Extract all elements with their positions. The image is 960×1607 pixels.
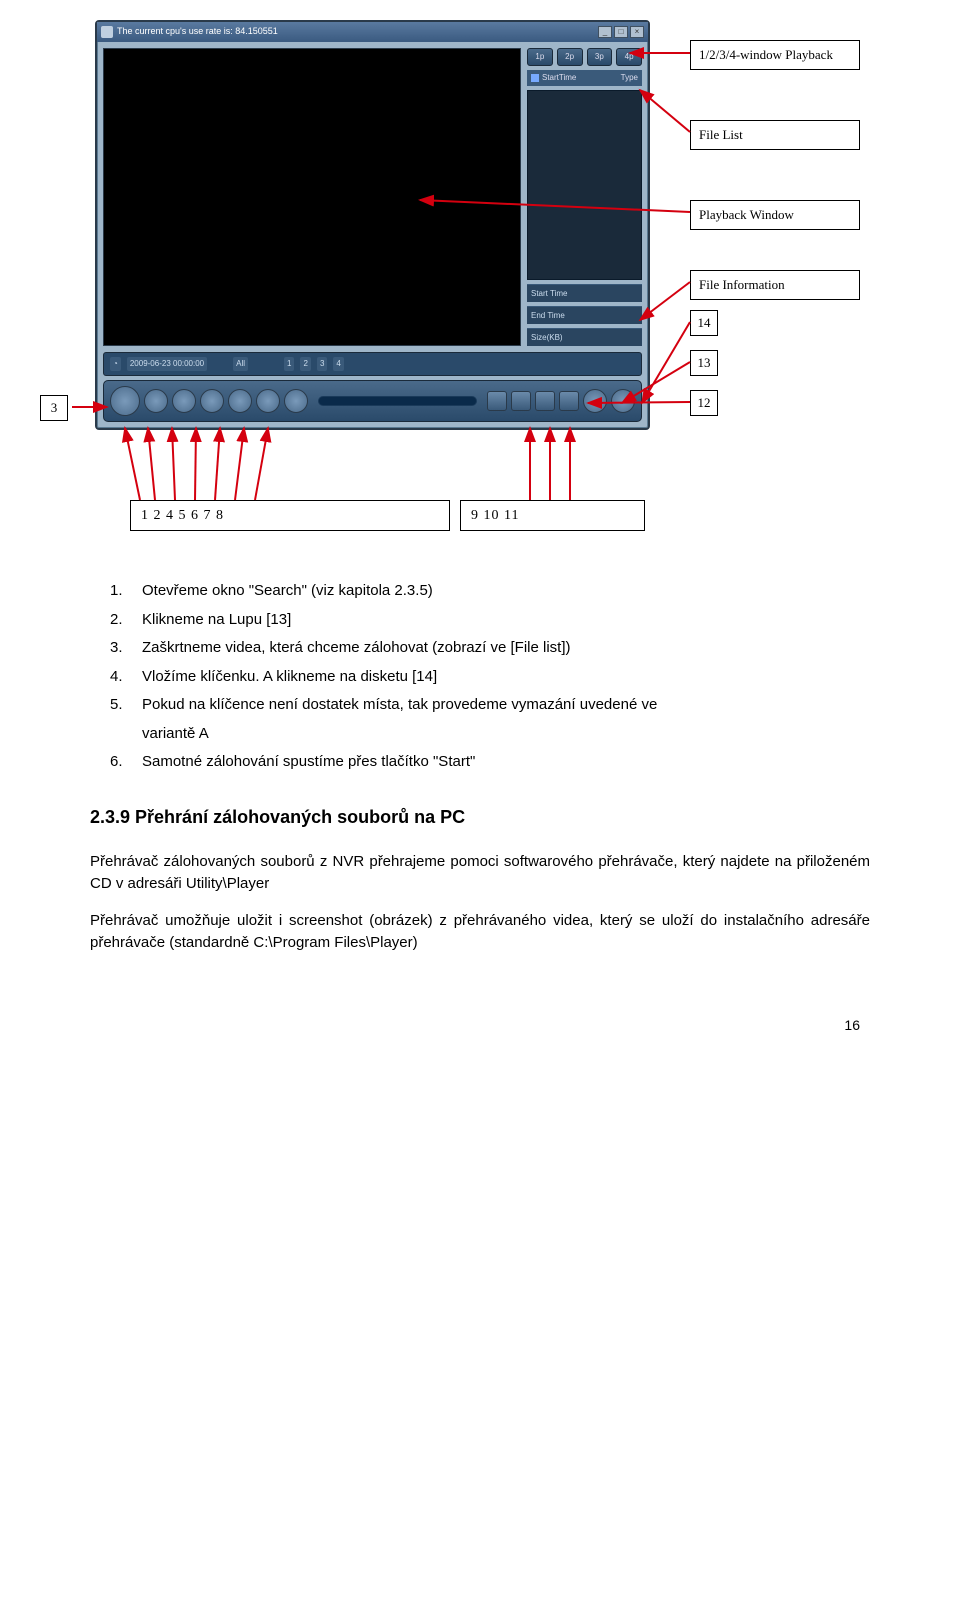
next-frame-button[interactable] [256, 389, 280, 413]
info-start-time: Start Time [527, 284, 642, 302]
list-num-2: 2. [110, 609, 130, 632]
file-list[interactable] [527, 90, 642, 280]
page-number: 16 [40, 1015, 860, 1036]
close-button[interactable]: × [630, 26, 644, 38]
progress-slider[interactable] [318, 396, 477, 406]
mute-button[interactable] [511, 391, 531, 411]
player-window: The current cpu's use rate is: 84.150551… [95, 20, 650, 430]
stop-button[interactable] [144, 389, 168, 413]
callout-bottom-right: 9 10 11 [460, 500, 645, 531]
layout-2p-button[interactable]: 2p [557, 48, 583, 66]
prev-frame-button[interactable] [228, 389, 252, 413]
callout-13: 13 [690, 350, 718, 376]
list-num-1: 1. [110, 580, 130, 603]
timeline-date[interactable]: 2009-06-23 00:00:00 [127, 357, 207, 371]
list-text-2: Klikneme na Lupu [13] [142, 609, 291, 632]
list-num-6: 6. [110, 751, 130, 774]
file-list-header: StartTime Type [527, 70, 642, 86]
list-num-3: 3. [110, 637, 130, 660]
list-num-4: 4. [110, 666, 130, 689]
maximize-button[interactable]: □ [614, 26, 628, 38]
callout-playback-windows: 1/2/3/4-window Playback [690, 40, 860, 70]
snapshot-button[interactable] [559, 391, 579, 411]
controls-bar [103, 380, 642, 422]
volume-button[interactable] [535, 391, 555, 411]
layout-3p-button[interactable]: 3p [587, 48, 613, 66]
callout-file-info: File Information [690, 270, 860, 300]
paragraph-2: Přehrávač umožňuje uložit i screenshot (… [90, 910, 870, 955]
titlebar-text: The current cpu's use rate is: 84.150551 [117, 25, 278, 39]
info-end-time: End Time [527, 306, 642, 324]
callout-12: 12 [690, 390, 718, 416]
list-text-5b: variantě A [142, 723, 209, 746]
layout-1p-button[interactable]: 1p [527, 48, 553, 66]
fullscreen-button[interactable] [487, 391, 507, 411]
annotated-screenshot-diagram: The current cpu's use rate is: 84.150551… [40, 20, 920, 540]
clock-icon: ◔ [110, 357, 121, 371]
paragraph-1: Přehrávač zálohovaných souborů z NVR pře… [90, 851, 870, 896]
list-text-3: Zaškrtneme videa, která chceme zálohovat… [142, 637, 571, 660]
side-panel: 1p 2p 3p 4p StartTime Type Start Time En… [527, 48, 642, 346]
instruction-list: 1. Otevřeme okno "Search" (viz kapitola 2… [110, 580, 920, 774]
list-num-5: 5. [110, 694, 130, 717]
layout-4p-button[interactable]: 4p [616, 48, 642, 66]
list-text-5a: Pokud na klíčence není dostatek místa, t… [142, 694, 657, 717]
callout-file-list: File List [690, 120, 860, 150]
app-icon [101, 26, 113, 38]
timeline-ch4[interactable]: 4 [333, 357, 343, 371]
repeat-button[interactable] [284, 389, 308, 413]
play-button[interactable] [110, 386, 140, 416]
slow-button[interactable] [172, 389, 196, 413]
list-text-6: Samotné zálohování spustíme přes tlačítk… [142, 751, 475, 774]
callout-14: 14 [690, 310, 718, 336]
minimize-button[interactable]: _ [598, 26, 612, 38]
list-text-4: Vložíme klíčenku. A klikneme na disketu … [142, 666, 437, 689]
info-size: Size(KB) [527, 328, 642, 346]
timeline-ch1[interactable]: 1 [284, 357, 294, 371]
timeline-all[interactable]: All [233, 357, 248, 371]
callout-bottom-left: 1 2 4 5 6 7 8 [130, 500, 450, 531]
list-text-1: Otevřeme okno "Search" (viz kapitola 2.3… [142, 580, 433, 603]
timeline-ch2[interactable]: 2 [300, 357, 310, 371]
callout-3: 3 [40, 395, 68, 421]
timeline-ch3[interactable]: 3 [317, 357, 327, 371]
video-playback-area [103, 48, 521, 346]
callout-playback-window: Playback Window [690, 200, 860, 230]
fast-button[interactable] [200, 389, 224, 413]
section-heading: 2.3.9 Přehrání zálohovaných souborů na P… [90, 804, 920, 831]
search-button[interactable] [583, 389, 607, 413]
save-button[interactable] [611, 389, 635, 413]
titlebar: The current cpu's use rate is: 84.150551… [97, 22, 648, 42]
timeline-bar: ◔ 2009-06-23 00:00:00 All 1 2 3 4 [103, 352, 642, 376]
